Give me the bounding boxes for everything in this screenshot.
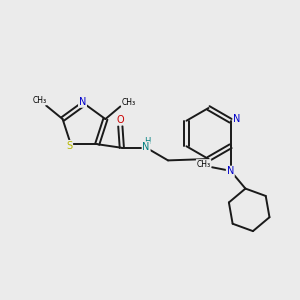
Text: N: N: [79, 97, 86, 107]
Text: CH₃: CH₃: [122, 98, 136, 107]
Text: N: N: [142, 142, 150, 152]
Text: N: N: [226, 167, 234, 176]
Text: H: H: [144, 137, 150, 146]
Text: CH₃: CH₃: [32, 96, 46, 105]
Text: N: N: [233, 114, 241, 124]
Text: CH₃: CH₃: [196, 160, 211, 169]
Text: S: S: [66, 141, 72, 151]
Text: O: O: [116, 115, 124, 124]
